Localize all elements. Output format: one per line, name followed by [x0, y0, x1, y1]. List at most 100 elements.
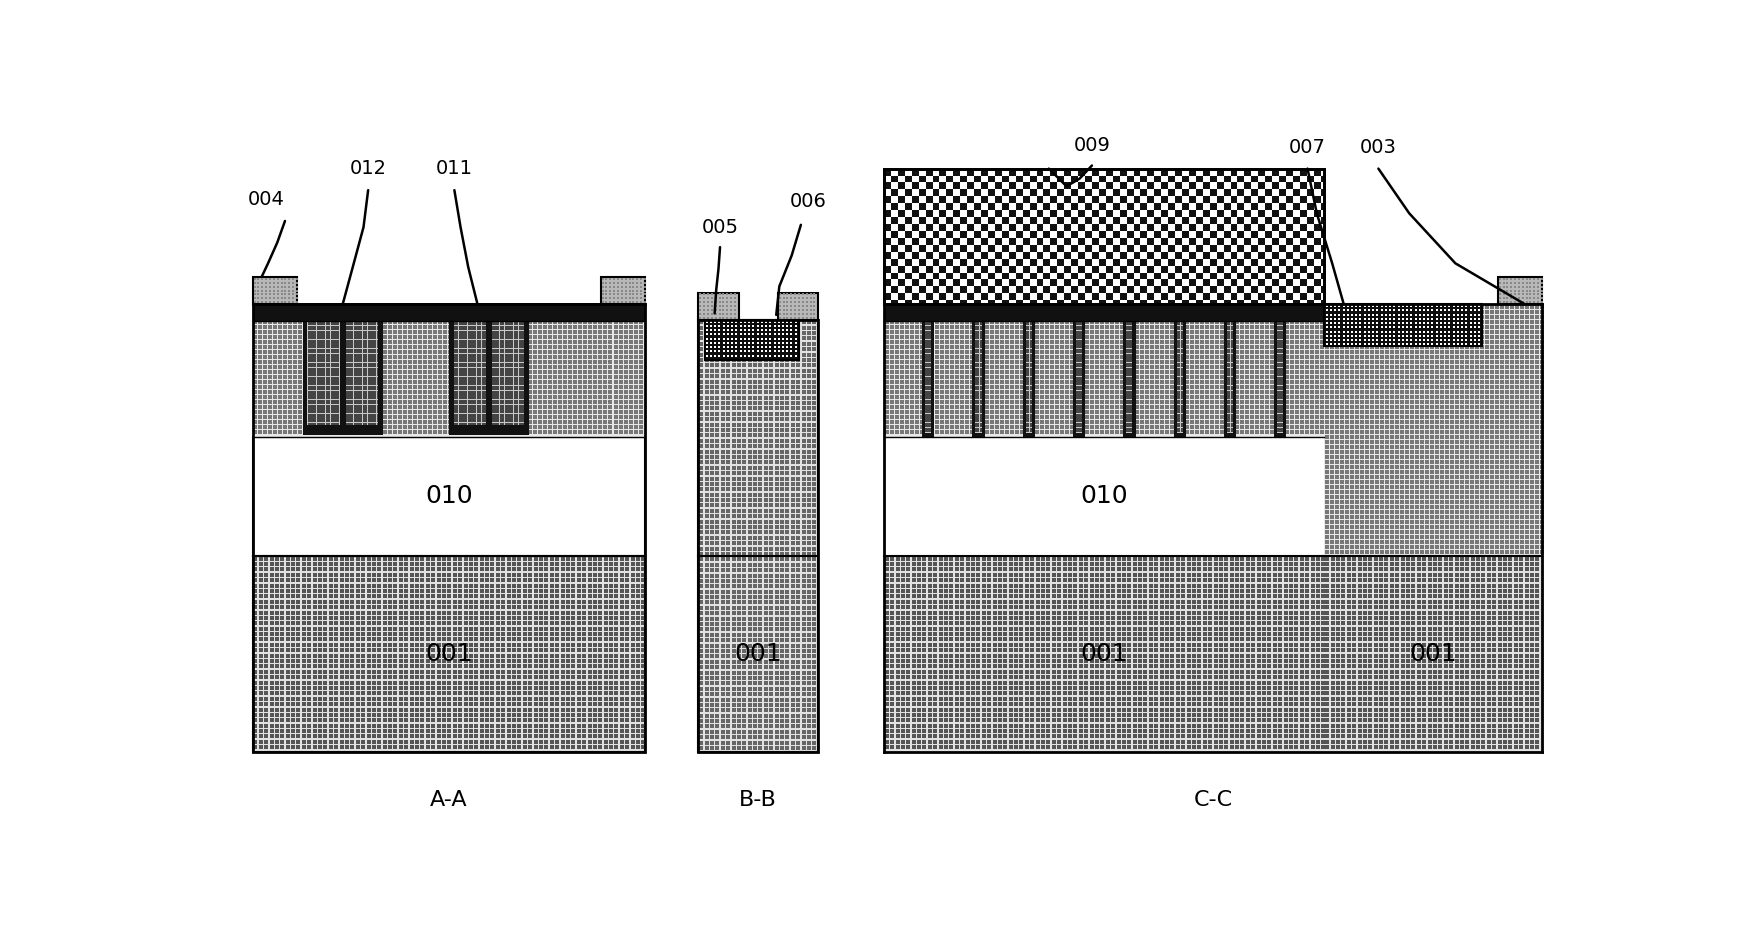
Bar: [307, 425, 340, 429]
Bar: [1016, 175, 1023, 182]
Bar: [266, 305, 275, 321]
Bar: [1272, 196, 1279, 204]
Bar: [1162, 210, 1169, 217]
Bar: [885, 238, 892, 245]
Bar: [1009, 293, 1016, 300]
Bar: [1134, 238, 1141, 245]
Bar: [1106, 238, 1113, 245]
Bar: [1279, 175, 1286, 182]
Bar: [1244, 196, 1251, 204]
Bar: [1063, 182, 1070, 190]
Bar: [967, 182, 974, 190]
Bar: [1223, 204, 1230, 210]
Bar: [1091, 252, 1099, 258]
Bar: [1176, 238, 1183, 245]
Bar: [704, 320, 799, 359]
Bar: [1251, 217, 1258, 224]
Bar: [1272, 238, 1279, 245]
Bar: [1307, 245, 1314, 252]
Bar: [1300, 293, 1307, 300]
Bar: [1293, 300, 1300, 305]
Bar: [1230, 279, 1237, 287]
Bar: [1183, 273, 1190, 279]
Bar: [252, 277, 298, 305]
Bar: [1237, 190, 1244, 196]
Bar: [252, 305, 645, 753]
Bar: [1286, 224, 1293, 231]
Bar: [1237, 273, 1244, 279]
Bar: [1244, 266, 1251, 273]
Bar: [960, 300, 967, 305]
Bar: [1284, 321, 1286, 437]
Text: 012: 012: [350, 159, 387, 178]
Bar: [1023, 279, 1030, 287]
Bar: [1300, 266, 1307, 273]
Bar: [939, 293, 946, 300]
Bar: [885, 279, 892, 287]
Bar: [1293, 231, 1300, 238]
Bar: [1141, 273, 1148, 279]
Bar: [1230, 238, 1237, 245]
Bar: [1274, 321, 1277, 437]
Bar: [1099, 204, 1106, 210]
Bar: [1023, 224, 1030, 231]
Bar: [1223, 300, 1230, 305]
Bar: [897, 266, 904, 273]
Bar: [1237, 204, 1244, 210]
Bar: [1063, 238, 1070, 245]
Text: 005: 005: [701, 218, 739, 237]
Bar: [904, 300, 911, 305]
Bar: [1044, 190, 1051, 196]
Bar: [981, 252, 988, 258]
Bar: [1230, 182, 1237, 190]
Bar: [953, 293, 960, 300]
Bar: [1134, 196, 1141, 204]
Bar: [1230, 169, 1237, 175]
Bar: [925, 182, 932, 190]
Bar: [1190, 224, 1197, 231]
Bar: [897, 224, 904, 231]
Bar: [897, 252, 904, 258]
Bar: [1132, 321, 1135, 437]
Text: 003: 003: [1360, 139, 1396, 157]
Text: 001: 001: [1410, 642, 1458, 666]
Bar: [1169, 287, 1176, 293]
Bar: [1209, 300, 1216, 305]
Bar: [1099, 273, 1106, 279]
Bar: [932, 204, 939, 210]
Bar: [1230, 224, 1237, 231]
Bar: [1106, 224, 1113, 231]
Bar: [911, 293, 918, 300]
Bar: [892, 287, 897, 293]
Bar: [1176, 196, 1183, 204]
Bar: [1051, 210, 1056, 217]
Bar: [1237, 245, 1244, 252]
Bar: [1051, 196, 1056, 204]
Bar: [1155, 175, 1162, 182]
Bar: [1030, 231, 1037, 238]
Bar: [1070, 287, 1077, 293]
Bar: [1134, 210, 1141, 217]
Bar: [946, 231, 953, 238]
Bar: [1051, 266, 1056, 273]
Bar: [1244, 210, 1251, 217]
Bar: [1174, 433, 1186, 437]
Bar: [892, 258, 897, 266]
Bar: [892, 217, 897, 224]
Bar: [1148, 169, 1155, 175]
Bar: [1272, 224, 1279, 231]
Bar: [1070, 204, 1077, 210]
Bar: [1169, 217, 1176, 224]
Bar: [1084, 231, 1091, 238]
Bar: [1002, 231, 1009, 238]
Bar: [1223, 175, 1230, 182]
Bar: [1037, 210, 1044, 217]
Bar: [1279, 273, 1286, 279]
Bar: [1251, 231, 1258, 238]
Bar: [918, 258, 925, 266]
Bar: [988, 273, 995, 279]
Bar: [1272, 182, 1279, 190]
Bar: [1077, 169, 1084, 175]
Bar: [1272, 252, 1279, 258]
Bar: [1155, 217, 1162, 224]
